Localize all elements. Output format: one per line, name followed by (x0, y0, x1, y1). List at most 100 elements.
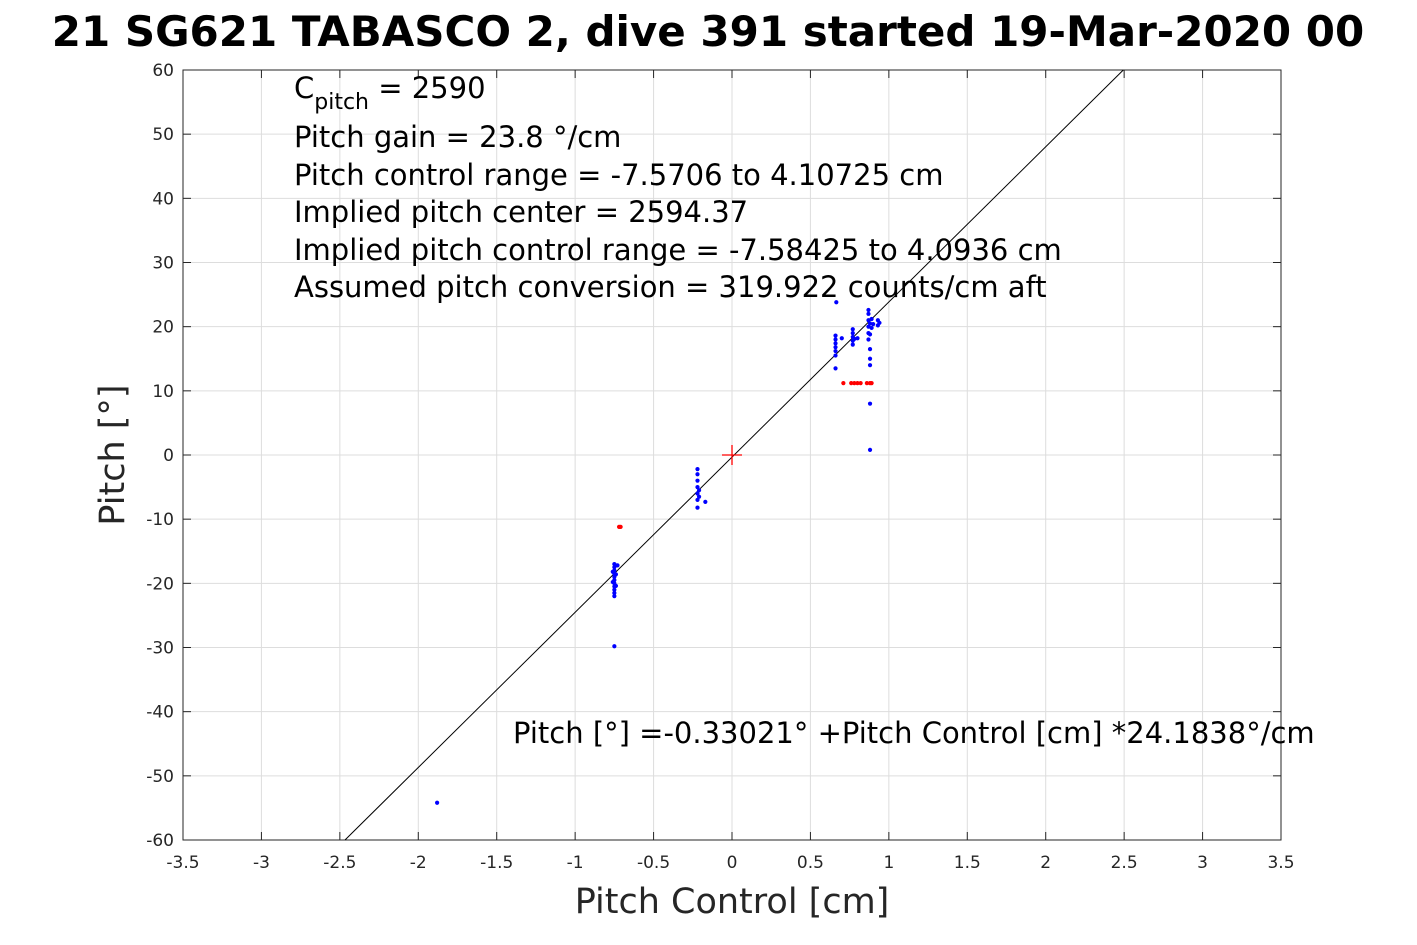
y-tick-label: -30 (146, 639, 174, 659)
data-point-blue (833, 341, 838, 346)
data-point-blue (834, 300, 839, 305)
data-point-blue (833, 345, 838, 350)
data-point-blue (695, 491, 700, 496)
data-point-blue (866, 337, 871, 342)
data-point-blue (866, 318, 871, 323)
pitch-gain-annotation: Pitch gain = 23.8 °/cm (294, 120, 621, 154)
data-point-blue (877, 320, 882, 325)
data-point-blue (869, 316, 874, 322)
data-point-red (858, 381, 863, 386)
data-point-red (864, 381, 869, 386)
data-point-blue (610, 569, 615, 574)
cpitch-annotation: Cpitch = 2590 (294, 71, 486, 115)
data-point-red (618, 524, 623, 529)
data-point-blue (612, 587, 617, 592)
data-point-red (852, 381, 857, 386)
data-point-blue (855, 336, 860, 341)
data-point-blue (695, 497, 700, 503)
x-tick-label: -3.5 (166, 853, 199, 873)
y-tick-label: 50 (152, 125, 174, 145)
data-point-blue (695, 472, 700, 477)
y-axis-ticks: -60 -50 -40 -30 -20 -10 0 10 20 30 40 50 60 (146, 61, 1281, 851)
data-point-blue (833, 366, 838, 371)
data-point-red (849, 381, 854, 386)
x-tick-label: -3 (253, 853, 270, 873)
y-tick-label: 40 (152, 189, 174, 209)
x-tick-label: -1 (567, 853, 584, 873)
data-point-blue (833, 348, 838, 354)
data-point-blue (695, 478, 700, 483)
data-point-blue (867, 332, 873, 337)
x-tick-label: 2.5 (1111, 853, 1138, 873)
data-point-red (869, 381, 874, 386)
data-point-blue (695, 505, 700, 510)
x-tick-label: -0.5 (637, 853, 670, 873)
x-tick-label: 1 (883, 853, 894, 873)
x-tick-label: -1.5 (480, 853, 513, 873)
data-point-blue (866, 307, 871, 313)
data-point-blue (612, 594, 617, 599)
data-point-blue (871, 322, 876, 327)
data-point-blue (866, 311, 871, 316)
data-point-blue (703, 499, 708, 504)
x-axis-label: Pitch Control [cm] (575, 882, 890, 922)
x-tick-label: 0 (727, 853, 738, 873)
data-point-blue (833, 333, 838, 338)
data-point-blue (850, 330, 855, 336)
y-tick-label: 30 (152, 254, 174, 274)
x-tick-label: 2 (1040, 853, 1051, 873)
y-tick-label: -60 (146, 831, 174, 851)
y-tick-label: -20 (146, 574, 174, 594)
chart-title: 21 SG621 TABASCO 2, dive 391 started 19-… (52, 7, 1364, 56)
x-tick-label: 3.5 (1267, 853, 1294, 873)
data-point-red (841, 381, 846, 386)
assumed-pitch-conversion-annotation: Assumed pitch conversion = 319.922 count… (294, 270, 1047, 304)
data-point-blue (850, 327, 855, 332)
fit-equation-annotation: Pitch [°] =-0.33021° +Pitch Control [cm]… (513, 716, 1315, 750)
grid-lines (182, 69, 1282, 841)
data-point-blue (833, 337, 838, 342)
cpitch-base: C (294, 71, 314, 105)
center-marker (722, 445, 742, 465)
x-tick-label: -2 (410, 853, 427, 873)
x-tick-label: 1.5 (954, 853, 981, 873)
data-point-blue (852, 336, 857, 341)
data-point-blue (696, 488, 702, 493)
data-point-blue (615, 563, 620, 568)
data-point-blue (613, 583, 619, 589)
data-point-blue (695, 467, 700, 472)
x-tick-label: 0.5 (797, 853, 824, 873)
data-point-blue (867, 401, 873, 406)
data-point-blue (866, 324, 871, 329)
data-point-blue (613, 572, 619, 577)
data-point-blue (867, 347, 873, 352)
cpitch-value: = 2590 (369, 71, 486, 105)
data-point-blue (867, 356, 873, 361)
data-point-blue (612, 565, 617, 570)
data-points (435, 300, 882, 805)
data-point-blue (833, 353, 838, 358)
y-tick-label: -10 (146, 510, 174, 530)
x-axis-ticks: -3.5 -3 -2.5 -2 -1.5 -1 -0.5 0 0.5 1 1.5 2 2.5 3 3.5 (166, 70, 1295, 873)
pitch-control-range-annotation: Pitch control range = -7.5706 to 4.10725… (294, 158, 943, 192)
data-point-blue (850, 342, 855, 347)
y-axis-label: Pitch [°] (93, 384, 133, 525)
data-point-red (855, 381, 860, 386)
data-point-blue (612, 590, 617, 596)
y-tick-label: 0 (163, 446, 174, 466)
x-tick-label: -2.5 (323, 853, 356, 873)
data-point-blue (867, 363, 873, 368)
data-point-blue (435, 800, 440, 805)
data-point-blue (610, 579, 615, 585)
y-tick-label: 10 (152, 382, 174, 402)
data-point-blue (696, 494, 702, 499)
y-tick-label: 20 (152, 318, 174, 338)
x-tick-label: 3 (1197, 853, 1208, 873)
data-point-blue (869, 325, 874, 331)
data-point-blue (612, 561, 617, 567)
data-point-blue (695, 484, 700, 490)
implied-pitch-center-annotation: Implied pitch center = 2594.37 (294, 195, 748, 229)
implied-pitch-control-range-annotation: Implied pitch control range = -7.58425 t… (294, 233, 1062, 267)
data-point-blue (612, 644, 617, 649)
